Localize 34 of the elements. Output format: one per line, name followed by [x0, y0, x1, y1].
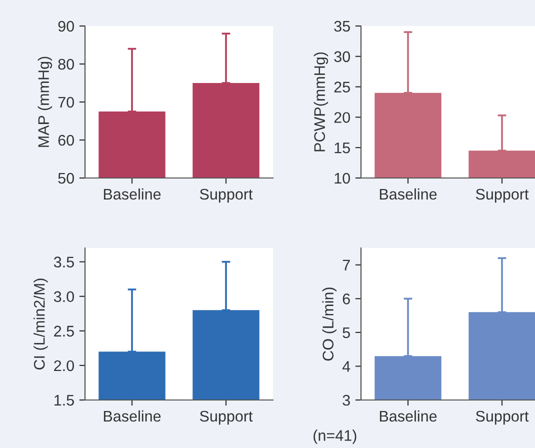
y-tick-label: 7 — [342, 260, 350, 270]
y-tick-label: 90 — [58, 20, 74, 32]
y-tick-label: 50 — [58, 172, 74, 184]
y-tick-label: 70 — [58, 96, 74, 108]
y-tick-label: 6 — [342, 294, 350, 304]
y-tick-label: 2.5 — [54, 326, 74, 337]
y-tick-label: 35 — [334, 20, 350, 32]
x-tick-label: Support — [200, 410, 253, 425]
y-tick-label: 5 — [342, 327, 350, 338]
y-axis-title: PCWP(mmHg) — [314, 52, 328, 152]
y-tick-label: 60 — [58, 134, 74, 146]
y-tick-label: 2.0 — [54, 360, 74, 372]
y-tick-label: 3 — [342, 394, 350, 406]
y-tick-label: 4 — [342, 361, 350, 372]
y-tick-label: 15 — [334, 142, 350, 154]
x-tick-label: Support — [476, 188, 529, 203]
y-tick-label: 1.5 — [54, 395, 74, 406]
y-tick-label: 25 — [334, 82, 350, 92]
y-axis-title: CO (L/min) — [322, 288, 337, 361]
x-tick-label: Support — [200, 188, 253, 203]
text: (n=41) — [314, 430, 356, 444]
y-tick-label: 30 — [334, 51, 350, 62]
y-tick-label: 80 — [58, 58, 74, 70]
y-tick-label: 3.5 — [54, 256, 74, 268]
x-tick-label: Baseline — [380, 410, 437, 422]
y-tick-label: 20 — [334, 112, 350, 123]
y-axis-title: MAP (mmHg) — [38, 56, 52, 147]
x-tick-label: Support — [476, 410, 529, 425]
x-tick-label: Baseline — [104, 188, 161, 200]
y-axis-title: CI (L/min2/M) — [34, 278, 48, 370]
x-tick-label: Baseline — [104, 410, 161, 422]
x-tick-label: Baseline — [380, 188, 437, 200]
y-tick-label: 10 — [334, 172, 350, 184]
y-tick-label: 3.0 — [54, 291, 74, 302]
